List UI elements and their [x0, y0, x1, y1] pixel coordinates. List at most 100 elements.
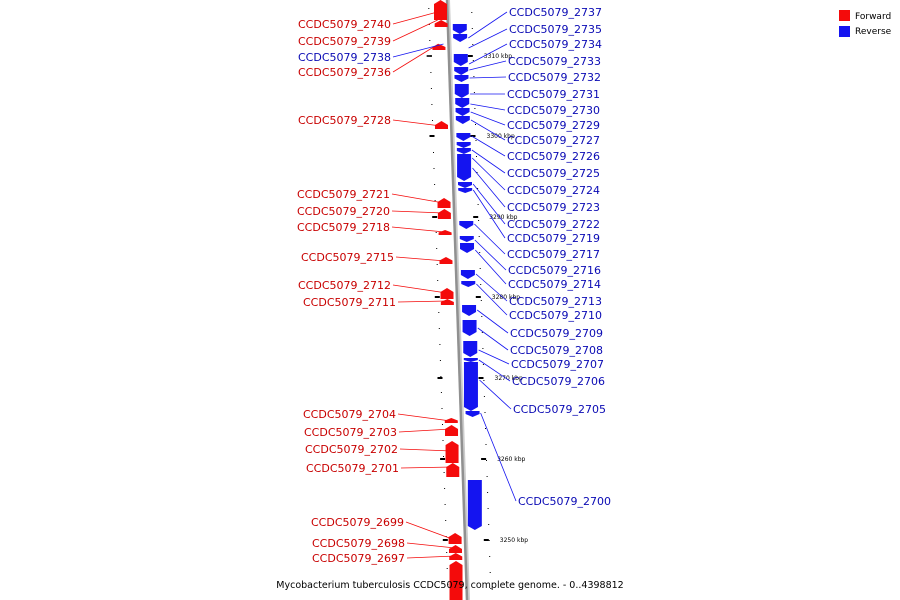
tick-label: 3260 kbp — [497, 456, 525, 463]
minor-dot-right — [486, 460, 487, 461]
legend: Forward Reverse — [839, 10, 892, 37]
reverse-gene-label: CCDC5079_2708 — [510, 344, 603, 357]
reverse-gene-label: CCDC5079_2706 — [512, 375, 605, 388]
genome-caption: Mycobacterium tuberculosis CCDC5079, com… — [276, 580, 623, 591]
reverse-gene-label: CCDC5079_2738 — [298, 51, 391, 64]
reverse-leader-line — [478, 359, 511, 382]
reverse-leader-line — [471, 149, 506, 174]
minor-dot-right — [471, 12, 473, 13]
forward-leader-line — [392, 11, 438, 25]
minor-dot-left — [436, 248, 438, 249]
forward-gene-label: CCDC5079_2711 — [303, 296, 396, 309]
minor-dot-right — [485, 444, 487, 445]
forward-gene-label: CCDC5079_2703 — [304, 426, 397, 439]
reverse-gene-label: CCDC5079_2714 — [508, 278, 601, 291]
minor-dot-right — [471, 28, 473, 29]
minor-dot-right — [475, 140, 477, 141]
minor-dot-right — [477, 204, 479, 205]
forward-gene-arrow — [448, 545, 462, 553]
major-tick-right — [470, 135, 476, 137]
reverse-gene-label: CCDC5079_2717 — [507, 248, 600, 261]
gene-labels: CCDC5079_2740 CCDC5079_2739 CCDC5079_2736 C… — [297, 6, 611, 565]
legend-forward-label: Forward — [855, 12, 891, 22]
minor-dot-left — [433, 168, 435, 169]
legend-forward-swatch — [839, 10, 850, 21]
minor-dot-left — [446, 552, 448, 553]
reverse-gene-arrow — [454, 84, 469, 98]
minor-dot-left — [439, 344, 441, 345]
forward-gene-label: CCDC5079_2699 — [311, 516, 404, 529]
reverse-gene-label: CCDC5079_2726 — [507, 150, 600, 163]
minor-dot-left — [446, 568, 448, 569]
minor-dot-right — [489, 556, 491, 557]
forward-gene-arrow — [449, 561, 463, 600]
reverse-leader-line — [478, 349, 510, 365]
reverse-leader-line — [468, 11, 508, 39]
forward-gene-arrow — [434, 20, 448, 27]
minor-dot-left — [429, 40, 431, 41]
reverse-gene-arrow — [462, 320, 477, 336]
minor-dot-right — [485, 428, 486, 429]
forward-leader-line — [392, 284, 447, 294]
minor-dot-right — [473, 92, 475, 93]
reverse-leader-line — [474, 223, 506, 255]
major-tick-right — [473, 216, 479, 218]
genome-backbone — [445, 0, 470, 600]
reverse-gene-arrow — [458, 182, 473, 188]
minor-dot-right — [480, 300, 482, 301]
forward-gene-label: CCDC5079_2721 — [297, 188, 390, 201]
forward-leader-line — [395, 256, 446, 262]
reverse-leader-line — [468, 43, 508, 65]
reverse-gene-label: CCDC5079_2727 — [507, 134, 600, 147]
forward-gene-label: CCDC5079_2701 — [306, 462, 399, 475]
minor-dot-left — [439, 360, 441, 361]
tick-label: 3280 kbp — [492, 294, 520, 301]
minor-dot-left — [434, 184, 436, 185]
legend-reverse-label: Reverse — [855, 27, 892, 37]
forward-leader-line — [392, 19, 438, 42]
reverse-gene-arrow — [456, 133, 471, 141]
reverse-leader-line — [468, 28, 508, 49]
forward-gene-arrow — [446, 463, 460, 477]
reverse-leader-line — [480, 412, 517, 502]
major-tick-right — [467, 55, 473, 57]
reverse-leader-line — [475, 273, 508, 302]
major-tick-right — [483, 539, 489, 541]
backbone-line — [445, 0, 469, 600]
minor-dot-right — [475, 124, 476, 125]
forward-gene-label: CCDC5079_2739 — [298, 35, 391, 48]
reverse-gene-label: CCDC5079_2719 — [507, 232, 600, 245]
reverse-gene-label: CCDC5079_2707 — [511, 358, 604, 371]
reverse-gene-label: CCDC5079_2716 — [508, 264, 601, 277]
major-tick-left — [440, 458, 446, 460]
minor-dot-left — [444, 504, 446, 505]
forward-leader-line — [397, 300, 447, 303]
reverse-gene-arrow — [452, 24, 467, 34]
forward-leader-line — [400, 466, 453, 469]
minor-dot-right — [477, 188, 479, 189]
reverse-gene-label: CCDC5079_2713 — [509, 295, 602, 308]
minor-dot-left — [432, 120, 433, 121]
forward-gene-arrow — [438, 230, 452, 235]
minor-dot-right — [481, 316, 483, 317]
reverse-gene-label: CCDC5079_2725 — [507, 167, 600, 180]
minor-dot-left — [444, 488, 446, 489]
minor-dot-left — [445, 520, 447, 521]
minor-dot-left — [428, 24, 430, 25]
reverse-leader-line — [476, 283, 508, 316]
major-tick-left — [442, 539, 448, 541]
forward-gene-arrow — [448, 533, 462, 544]
reverse-gene-label: CCDC5079_2700 — [518, 495, 611, 508]
forward-gene-label: CCDC5079_2697 — [312, 552, 405, 565]
reverse-gene-label: CCDC5079_2735 — [509, 23, 602, 36]
forward-leader-line — [392, 43, 439, 73]
reverse-gene-arrow — [457, 154, 472, 181]
minor-dot-right — [480, 284, 482, 285]
reverse-gene-arrow — [459, 221, 474, 229]
reverse-gene-arrow — [459, 236, 474, 242]
forward-gene-label: CCDC5079_2704 — [303, 408, 396, 421]
reverse-gene-arrow — [458, 188, 473, 193]
forward-gene-arrow — [440, 288, 454, 299]
reverse-leader-line — [472, 183, 506, 225]
minor-dot-right — [483, 380, 485, 381]
